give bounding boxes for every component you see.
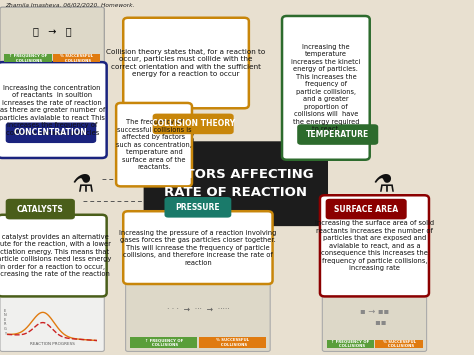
FancyBboxPatch shape bbox=[6, 122, 96, 143]
Bar bbox=[4, 54, 52, 62]
Text: The frequency of
successful collisions is
affected by factors
such as concentrat: The frequency of successful collisions i… bbox=[116, 119, 192, 170]
Text: CONCENTRATION: CONCENTRATION bbox=[14, 128, 88, 137]
FancyBboxPatch shape bbox=[322, 293, 427, 351]
Bar bbox=[130, 337, 197, 348]
Text: Zhamila Imasheva. 06/02/2020. Homework.: Zhamila Imasheva. 06/02/2020. Homework. bbox=[5, 3, 134, 8]
Text: Increasing the concentration
of reactants  in soultion
icnreases the rate of rea: Increasing the concentration of reactant… bbox=[0, 84, 105, 136]
Text: COLLISION THEORY: COLLISION THEORY bbox=[152, 119, 235, 129]
Text: E
N
E
R
G
Y: E N E R G Y bbox=[3, 308, 6, 336]
FancyBboxPatch shape bbox=[153, 114, 234, 134]
Bar bbox=[375, 340, 423, 348]
FancyBboxPatch shape bbox=[320, 195, 429, 296]
Text: TEMPERATURE: TEMPERATURE bbox=[306, 130, 369, 139]
Text: SURFACE AREA: SURFACE AREA bbox=[334, 204, 398, 214]
FancyBboxPatch shape bbox=[297, 124, 378, 145]
FancyBboxPatch shape bbox=[6, 199, 75, 219]
Text: ↑ FREQUENCY OF
  COLLISIONS: ↑ FREQUENCY OF COLLISIONS bbox=[145, 338, 183, 347]
FancyBboxPatch shape bbox=[164, 197, 231, 218]
Text: Increasing the pressure of a reaction involving
gases forces the gas particles c: Increasing the pressure of a reaction in… bbox=[119, 230, 277, 266]
Text: ↑ FREQUENCY OF
  COLLISIONS: ↑ FREQUENCY OF COLLISIONS bbox=[331, 340, 369, 348]
Text: Increasing the surface area of solid
reactants increases the number of
particles: Increasing the surface area of solid rea… bbox=[315, 220, 434, 271]
FancyBboxPatch shape bbox=[144, 141, 328, 226]
Text: % SUCCESSFUL
  COLLISIONS: % SUCCESSFUL COLLISIONS bbox=[216, 338, 249, 347]
Text: PRESSURE: PRESSURE bbox=[175, 203, 220, 212]
Bar bbox=[53, 54, 100, 62]
Text: FACTORS AFFECTING
RATE OF REACTION: FACTORS AFFECTING RATE OF REACTION bbox=[158, 168, 314, 199]
Text: Collision theory states that, for a reaction to
occur, particles must collide wi: Collision theory states that, for a reac… bbox=[107, 49, 265, 77]
FancyBboxPatch shape bbox=[0, 293, 104, 351]
Text: % SUCCESSFUL
  COLLISIONS: % SUCCESSFUL COLLISIONS bbox=[60, 54, 93, 62]
Bar bbox=[199, 337, 266, 348]
FancyBboxPatch shape bbox=[0, 7, 104, 66]
Text: ⚗: ⚗ bbox=[373, 173, 395, 197]
FancyBboxPatch shape bbox=[326, 199, 407, 219]
Text: ⚗: ⚗ bbox=[72, 173, 94, 197]
Text: ↑ FREQUENCY OF
  COLLISIONS: ↑ FREQUENCY OF COLLISIONS bbox=[9, 54, 47, 62]
Text: REACTION PROGRESS: REACTION PROGRESS bbox=[30, 342, 74, 346]
Text: Increasing the
temperature
increases the kinetci
energy of particles.
This incre: Increasing the temperature increases the… bbox=[291, 44, 361, 132]
Bar bbox=[327, 340, 374, 348]
Text: A catalyst provides an alternative
route for the reaction, with a lower
actiatio: A catalyst provides an alternative route… bbox=[0, 234, 111, 277]
FancyBboxPatch shape bbox=[0, 215, 107, 296]
Text: ▪ → ▪▪
     ▪▪: ▪ → ▪▪ ▪▪ bbox=[360, 307, 389, 327]
FancyBboxPatch shape bbox=[123, 18, 249, 108]
Text: · · ·  →  ···  →  ·····: · · · → ··· → ····· bbox=[166, 305, 229, 314]
FancyBboxPatch shape bbox=[116, 103, 192, 186]
Text: CATALYSTS: CATALYSTS bbox=[17, 204, 64, 214]
FancyBboxPatch shape bbox=[126, 280, 270, 351]
FancyBboxPatch shape bbox=[282, 16, 370, 160]
Text: 🧪   →   🧪: 🧪 → 🧪 bbox=[33, 26, 72, 37]
FancyBboxPatch shape bbox=[123, 211, 273, 284]
FancyBboxPatch shape bbox=[0, 62, 107, 158]
Text: % SUCCESSFUL
  COLLISIONS: % SUCCESSFUL COLLISIONS bbox=[383, 340, 416, 348]
